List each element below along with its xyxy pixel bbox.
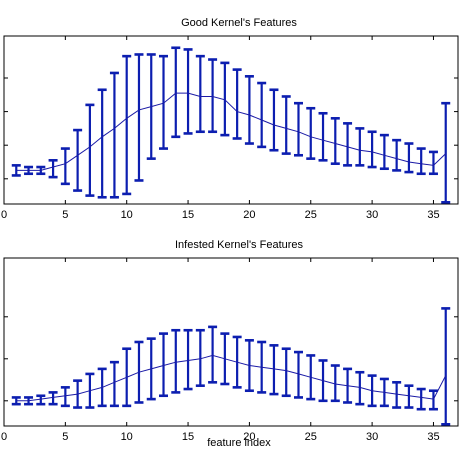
top-errorbar-6: [85, 103, 95, 197]
top-errorbar-18: [232, 68, 242, 140]
bottom-errorbar-26: [330, 364, 340, 403]
top-errorbar-30: [379, 133, 389, 171]
top-chart-title: Good Kernel's Features: [181, 17, 297, 29]
bottom-x-axis-label: feature index: [207, 437, 271, 449]
bottom-y-ticks: [4, 316, 458, 402]
top-errorbar-23: [293, 101, 303, 157]
top-x-tick-label-3: 15: [182, 209, 194, 221]
top-errorbar-10: [134, 53, 144, 182]
top-errorbar-22: [281, 95, 291, 155]
top-x-ticks: 0 5 10 15 20 25 30 35: [1, 36, 440, 221]
top-x-tick-label-2: 10: [121, 209, 133, 221]
bottom-error-bars: [11, 307, 451, 426]
bottom-errorbar-32: [404, 384, 414, 409]
bottom-plot-frame: [3, 257, 459, 427]
bottom-errorbar-21: [269, 344, 279, 396]
top-y-ticks: [4, 77, 458, 180]
top-errorbar-12: [159, 54, 169, 150]
top-errorbar-21: [269, 88, 279, 152]
bottom-x-ticks: 0 5 10 15 20 25 30 35: [1, 258, 440, 443]
bottom-errorbar-3: [48, 391, 58, 406]
top-errorbar-17: [220, 61, 230, 137]
top-chart: Good Kernel's Features 0 5 10 15 20 25 30 35: [1, 17, 459, 221]
top-errorbar-27: [343, 122, 353, 167]
bottom-errorbar-8: [109, 360, 119, 408]
top-errorbar-34: [428, 150, 438, 176]
top-errorbar-32: [404, 142, 414, 174]
top-x-tick-label-6: 30: [366, 209, 378, 221]
bottom-errorbar-22: [281, 347, 291, 398]
top-mean-line: [16, 92, 447, 171]
bottom-errorbar-12: [159, 332, 169, 398]
top-errorbar-7: [97, 88, 107, 199]
bottom-errorbar-34: [428, 389, 438, 411]
top-x-tick-label-4: 20: [243, 209, 255, 221]
top-x-tick-label-0: 0: [1, 209, 7, 221]
bottom-x-tick-label-0: 0: [1, 431, 7, 443]
top-plot-frame: [3, 35, 459, 205]
top-errorbar-25: [318, 111, 328, 162]
bottom-errorbar-0: [11, 396, 21, 406]
top-errorbar-15: [195, 54, 205, 134]
top-errorbar-33: [416, 147, 426, 176]
bottom-x-tick-label-3: 15: [182, 431, 194, 443]
bottom-errorbar-28: [355, 370, 365, 406]
top-errorbar-5: [73, 128, 83, 192]
bottom-errorbar-14: [183, 328, 193, 391]
bottom-x-tick-label-2: 10: [121, 431, 133, 443]
top-errorbar-13: [171, 46, 181, 139]
bottom-mean-line: [16, 354, 447, 402]
top-errorbar-24: [306, 106, 316, 160]
bottom-chart-title: Infested Kernel's Features: [175, 239, 304, 251]
top-errorbar-8: [109, 71, 119, 199]
bottom-errorbar-35: [441, 307, 451, 426]
top-errorbar-14: [183, 48, 193, 135]
bottom-errorbar-23: [293, 350, 303, 399]
bottom-x-tick-label-4: 20: [243, 431, 255, 443]
bottom-x-tick-label-1: 5: [62, 431, 68, 443]
bottom-x-tick-label-6: 30: [366, 431, 378, 443]
bottom-errorbar-16: [208, 325, 218, 384]
bottom-errorbar-4: [60, 386, 70, 408]
top-errorbar-26: [330, 117, 340, 165]
top-error-bars: [11, 46, 451, 204]
top-x-tick-label-7: 35: [427, 209, 439, 221]
top-errorbar-9: [122, 54, 132, 196]
top-errorbar-29: [367, 130, 377, 169]
bottom-errorbar-13: [171, 328, 181, 394]
top-errorbar-0: [11, 164, 21, 177]
top-errorbar-3: [48, 159, 58, 179]
bottom-chart: Infested Kernel's Features 0 5 10 15 20 25 30 3…: [1, 239, 459, 449]
bottom-x-tick-label-5: 25: [305, 431, 317, 443]
bottom-errorbar-31: [392, 381, 402, 409]
top-errorbar-19: [244, 75, 254, 145]
top-errorbar-28: [355, 127, 365, 167]
bottom-x-tick-label-7: 35: [427, 431, 439, 443]
top-errorbar-4: [60, 147, 70, 186]
top-errorbar-20: [257, 81, 267, 149]
bottom-errorbar-15: [195, 328, 205, 387]
top-x-tick-label-1: 5: [62, 209, 68, 221]
bottom-errorbar-33: [416, 387, 426, 411]
top-errorbar-31: [392, 138, 402, 172]
bottom-errorbar-2: [36, 394, 46, 406]
top-errorbar-35: [441, 101, 451, 204]
top-errorbar-16: [208, 58, 218, 134]
top-x-tick-label-5: 25: [305, 209, 317, 221]
